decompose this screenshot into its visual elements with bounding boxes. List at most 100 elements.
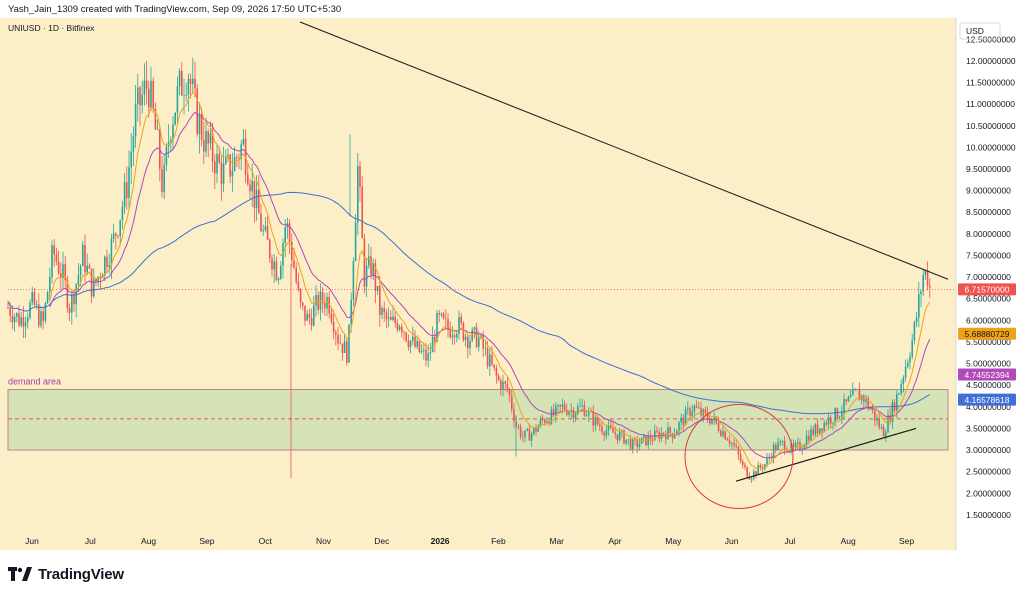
candle-body [812, 429, 814, 435]
candle-body [117, 235, 119, 237]
candle-body [753, 471, 755, 479]
candle-body [614, 432, 616, 435]
candle-body [7, 307, 9, 309]
candle-body [291, 241, 293, 261]
candle-body [792, 443, 795, 447]
candle-body [720, 431, 722, 436]
y-tick-label: 3.00000000 [966, 445, 1011, 455]
candle-body [51, 245, 53, 278]
candle-body [203, 139, 205, 152]
candlesticks [7, 57, 931, 484]
price-label-text: 4.16578618 [965, 395, 1010, 405]
candle-body [731, 443, 733, 444]
candle-body [830, 417, 832, 424]
candle-body [695, 405, 698, 408]
candle-body [687, 408, 689, 410]
candle-body [222, 163, 225, 184]
plot-background [0, 18, 956, 550]
candle-body [53, 245, 55, 255]
y-tick-label: 3.50000000 [966, 423, 1011, 433]
candle-body [788, 450, 790, 452]
candle-body [99, 276, 102, 279]
candle-body [431, 336, 434, 353]
candle-body [330, 313, 333, 322]
x-tick-label: Sep [199, 536, 214, 546]
candle-body [64, 264, 66, 281]
candle-body [896, 394, 898, 411]
candle-body [722, 431, 724, 436]
candle-body [713, 416, 715, 420]
candle-body [865, 398, 867, 402]
candle-body [139, 87, 141, 106]
price-label-box [958, 368, 1016, 381]
candle-body [9, 307, 11, 316]
candle-body [871, 409, 874, 411]
candle-body [368, 256, 370, 266]
candle-body [170, 139, 172, 143]
candle-body [42, 311, 44, 321]
candle-body [700, 407, 702, 416]
candle-body [453, 335, 456, 338]
candle-body [684, 409, 687, 425]
candle-body [728, 440, 731, 444]
candle-body [24, 321, 27, 327]
candle-body [244, 138, 247, 175]
currency-label[interactable]: USD [966, 26, 984, 36]
candle-body [332, 321, 335, 333]
ema-short-line [49, 91, 931, 469]
candle-body [502, 381, 504, 390]
candle-body [161, 169, 163, 193]
candle-body [779, 441, 781, 443]
candle-body [790, 443, 792, 451]
candle-body [913, 322, 916, 341]
candle-body [225, 157, 227, 164]
candle-body [717, 422, 720, 432]
candle-body [819, 428, 821, 434]
candle-body [236, 156, 238, 158]
candle-body [568, 411, 570, 415]
candle-body [220, 162, 223, 184]
candle-body [383, 308, 385, 313]
candle-body [31, 292, 33, 303]
candle-body [106, 256, 108, 267]
candle-body [280, 265, 282, 279]
candle-body [880, 426, 883, 428]
candle-body [260, 213, 262, 232]
candle-body [522, 436, 524, 438]
candle-body [438, 313, 440, 315]
candle-body [119, 220, 121, 236]
candle-body [680, 417, 682, 423]
candle-body [73, 294, 75, 305]
candle-body [814, 424, 817, 435]
candle-body [744, 464, 746, 468]
candle-body [189, 78, 192, 84]
candle-body [137, 87, 139, 104]
candle-body [808, 435, 810, 441]
candle-body [550, 409, 553, 425]
candle-body [240, 144, 242, 160]
candle-body [682, 417, 685, 425]
candle-body [669, 427, 671, 434]
candle-body [854, 389, 856, 391]
candle-body [75, 284, 77, 305]
candle-body [724, 431, 726, 440]
descending-trendline [299, 21, 949, 280]
candle-body [18, 313, 20, 326]
candle-body [777, 442, 779, 451]
candle-body [352, 261, 355, 300]
candle-body [16, 313, 18, 317]
candle-body [478, 337, 480, 348]
candle-body [462, 322, 465, 341]
candle-body [308, 313, 311, 318]
candle-body [231, 170, 234, 177]
candle-body [11, 315, 14, 323]
candle-body [350, 299, 352, 325]
candle-body [742, 461, 744, 465]
candle-body [273, 261, 275, 270]
candle-body [211, 133, 214, 162]
candle-body [60, 273, 62, 278]
candle-body [467, 336, 469, 349]
candle-body [293, 260, 295, 268]
x-tick-label: Jul [784, 536, 795, 546]
price-chart[interactable]: 12.50000000 12.00000000 11.50000000 11.0000… [0, 18, 1024, 553]
